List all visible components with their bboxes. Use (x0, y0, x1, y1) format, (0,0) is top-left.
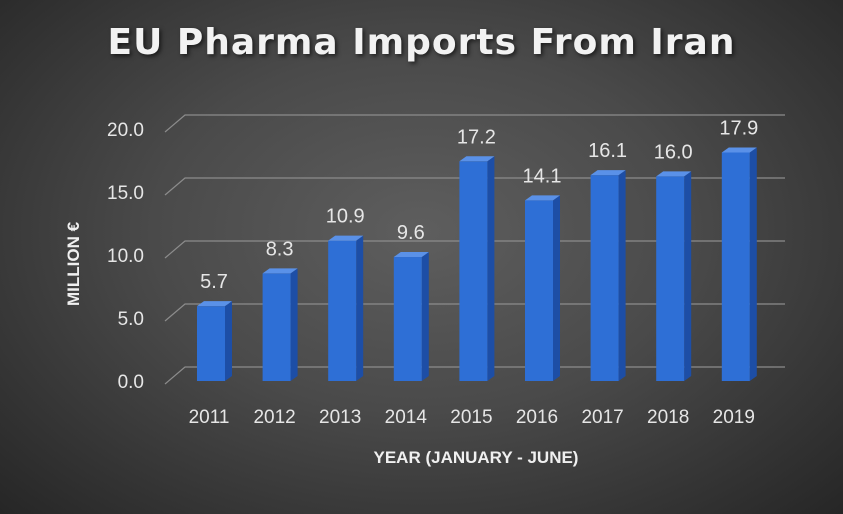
bar (525, 195, 560, 381)
bar (393, 252, 429, 381)
data-label: 8.3 (266, 238, 294, 260)
chart-title: EU Pharma Imports From Iran (107, 22, 736, 63)
y-tick-labels: 0.0 5.0 10.0 15.0 20.0 (107, 120, 144, 393)
y-tick-label: 15.0 (107, 183, 144, 204)
x-tick-label: 2019 (713, 407, 755, 428)
data-label: 10.9 (326, 206, 365, 228)
x-axis-label: YEAR (JANUARY - JUNE) (374, 448, 579, 467)
y-tick-label: 5.0 (118, 309, 144, 330)
x-tick-labels: 2011 2012 2013 2014 2015 2016 2017 2018 2019 (189, 407, 755, 428)
data-label: 5.7 (200, 271, 228, 293)
data-label: 16.1 (588, 140, 627, 162)
y-tick-label: 20.0 (107, 120, 144, 141)
x-tick-label: 2015 (450, 407, 492, 428)
data-labels: 5.7 8.3 10.9 9.6 17.2 14.1 16.1 16.0 17.9 (200, 117, 758, 293)
grid-line (164, 303, 785, 322)
data-label: 9.6 (397, 222, 425, 244)
x-tick-label: 2016 (516, 407, 558, 428)
bars (197, 147, 757, 381)
x-tick-label: 2013 (319, 407, 361, 428)
y-tick-label: 10.0 (107, 246, 144, 267)
bar (197, 301, 232, 381)
bar (262, 268, 298, 381)
x-tick-label: 2012 (253, 407, 295, 428)
y-axis-label: MILLION € (64, 221, 83, 306)
data-label: 17.9 (719, 117, 758, 139)
grid-line (164, 114, 785, 133)
x-tick-label: 2014 (385, 407, 428, 428)
bar (328, 235, 364, 381)
bar (459, 156, 495, 381)
data-label: 14.1 (523, 165, 562, 187)
grid-lines (164, 114, 785, 385)
y-tick-label: 0.0 (118, 372, 144, 393)
x-tick-label: 2011 (189, 407, 230, 428)
data-label: 16.0 (654, 141, 693, 163)
grid-line (164, 366, 785, 385)
x-tick-label: 2017 (581, 407, 623, 428)
bar (656, 171, 692, 381)
grid-line (164, 177, 785, 196)
x-tick-label: 2018 (647, 407, 689, 428)
data-label: 17.2 (457, 126, 496, 148)
bar (721, 147, 757, 381)
bar (590, 170, 626, 381)
grid-line (164, 240, 785, 259)
